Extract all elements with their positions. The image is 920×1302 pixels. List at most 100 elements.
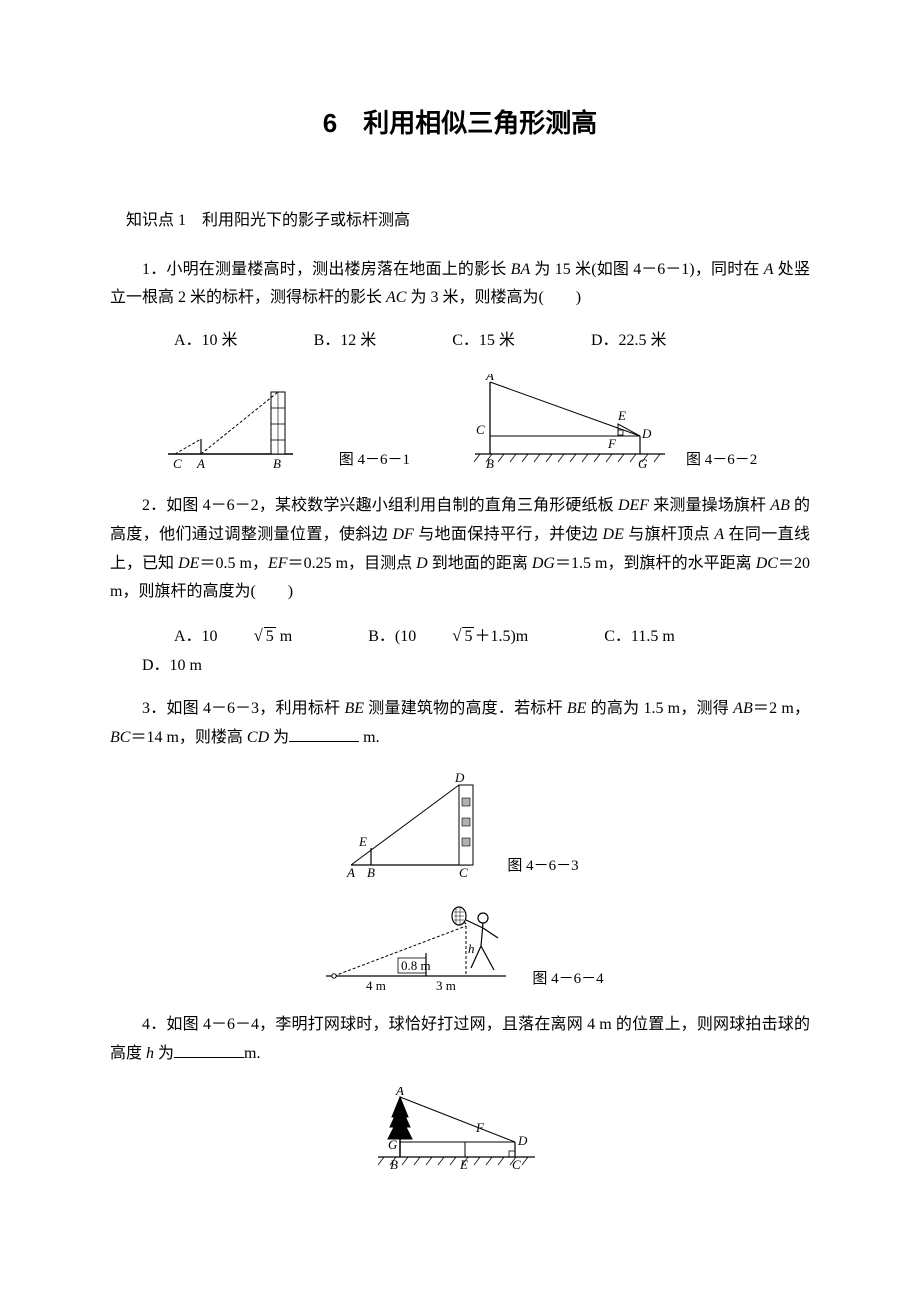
- q3-cd: CD: [247, 729, 269, 746]
- question-4: 4．如图 4－6－4，李明打网球时，球恰好打过网，且落在离网 4 m 的位置上，…: [110, 1011, 810, 1069]
- q2B-pre: B．(10: [368, 628, 420, 645]
- fig5-B: B: [390, 1157, 398, 1172]
- q3-s6: 为: [269, 729, 289, 746]
- q2-dg: DG: [532, 555, 555, 572]
- question-2: 2．如图 4－6－2，某校数学兴趣小组利用自制的直角三角形硬纸板 DEF 来测量…: [110, 492, 810, 607]
- section-label-1: 知识点 1 利用阳光下的影子或标杆测高: [110, 207, 810, 236]
- q1-choice-c: C．15 米: [420, 327, 515, 356]
- figure-4-6-3: A B C D E 图 4－6－3: [341, 770, 578, 880]
- q2-s7: ＝0.5 m，: [199, 555, 268, 572]
- q3-s2: 测量建筑物的高度．若标杆: [364, 700, 567, 717]
- q2-s1: 2．如图 4－6－2，某校数学兴趣小组利用自制的直角三角形硬纸板: [142, 497, 618, 514]
- q3-be: BE: [344, 700, 364, 717]
- fig3-A: A: [346, 865, 355, 880]
- q2-choice-b: B．(10 5＋1.5)m: [336, 621, 528, 652]
- fig5-F: F: [475, 1120, 485, 1135]
- question-1: 1．小明在测量楼高时，测出楼房落在地面上的影长 BA 为 15 米(如图 4－6…: [110, 256, 810, 314]
- q2-df: DF: [393, 526, 414, 543]
- q1-t2: 为 15 米(如图 4－6－1)，同时在: [530, 261, 764, 278]
- sqrt-5-b: 5: [420, 621, 474, 652]
- q1-t1: 1．小明在测量楼高时，测出楼房落在地面上的影长: [142, 261, 511, 278]
- q3-s3: 的高为 1.5 m，测得: [586, 700, 733, 717]
- fig3-C: C: [459, 865, 468, 880]
- q3-s5: ＝14 m，则楼高: [130, 729, 246, 746]
- q2B-rad: 5: [462, 627, 474, 645]
- q2-s10: ＝1.5 m，到旗杆的水平距离: [555, 555, 756, 572]
- figure-4-6-4: 0.8 m h 4 m 3 m 图 4－6－4: [316, 898, 603, 993]
- q2-s8: ＝0.25 m，目测点: [288, 555, 417, 572]
- question-3: 3．如图 4－6－3，利用标杆 BE 测量建筑物的高度．若标杆 BE 的高为 1…: [110, 695, 810, 753]
- page-title: 6 利用相似三角形测高: [110, 100, 810, 147]
- fig1-label-c: C: [173, 456, 182, 471]
- q2-de2: DE: [178, 555, 199, 572]
- q4-blank: [174, 1041, 244, 1058]
- fig2-F: F: [607, 436, 617, 451]
- q2-s4: 与地面保持平行，并使边: [414, 526, 603, 543]
- q2-ab: AB: [770, 497, 790, 514]
- fig1-label-b: B: [273, 456, 281, 471]
- q4-s3: m.: [244, 1045, 260, 1062]
- figcap-4-6-3: 图 4－6－3: [507, 853, 578, 880]
- sqrt-5-a: 5: [222, 621, 276, 652]
- fig5-G: G: [388, 1137, 398, 1152]
- q1-t4: 为 3 米，则楼高为( ): [406, 289, 581, 306]
- q3-be2: BE: [567, 700, 587, 717]
- fig3-B: B: [367, 865, 375, 880]
- q2-s9: 到地面的距离: [428, 555, 532, 572]
- q2-choice-c: C．11.5 m: [572, 623, 675, 652]
- fig5-C: C: [512, 1157, 521, 1172]
- fig4-h: h: [468, 941, 475, 956]
- fig4-3m: 3 m: [436, 978, 456, 993]
- q2-dc: DC: [756, 555, 778, 572]
- q2-A: A: [714, 526, 724, 543]
- fig4-4m: 4 m: [366, 978, 386, 993]
- figcap-4-6-1: 图 4－6－1: [339, 447, 410, 474]
- q1-choice-a: A．10 米: [142, 327, 238, 356]
- fig2-B: B: [486, 456, 494, 471]
- q3-bc: BC: [110, 729, 130, 746]
- figure-row-3: A B C D E 图 4－6－3: [110, 770, 810, 880]
- q4-h: h: [146, 1045, 154, 1062]
- q2-choice-a: A．10 5 m: [142, 621, 292, 652]
- q2B-suf: ＋1.5)m: [474, 628, 528, 645]
- figure-row-4: 0.8 m h 4 m 3 m 图 4－6－4: [110, 898, 810, 993]
- figure-4-6-1: C A B 图 4－6－1: [163, 374, 410, 474]
- figure-4-6-2: A B C D E F G 图 4－6－2: [470, 374, 757, 474]
- figure-row-1: C A B 图 4－6－1: [110, 374, 810, 474]
- q1-ac: AC: [386, 289, 406, 306]
- q2A-suf: m: [276, 628, 292, 645]
- q2A-rad: 5: [264, 627, 276, 645]
- fig2-G: G: [638, 456, 648, 471]
- q4-s2: 为: [154, 1045, 174, 1062]
- figure-row-5: A G B E F D C: [110, 1087, 810, 1177]
- figure-4-6-5: A G B E F D C: [370, 1087, 550, 1177]
- q2-s5: 与旗杆顶点: [624, 526, 715, 543]
- q3-blank: [289, 725, 359, 742]
- q2-def: DEF: [618, 497, 649, 514]
- fig2-D: D: [641, 426, 652, 441]
- fig2-E: E: [617, 408, 626, 423]
- q3-s7: m.: [359, 729, 379, 746]
- fig2-A: A: [485, 374, 494, 383]
- figcap-4-6-2: 图 4－6－2: [686, 447, 757, 474]
- q3-s4: ＝2 m，: [753, 700, 810, 717]
- q2-choices: A．10 5 m B．(10 5＋1.5)m C．11.5 m D．10 m: [110, 621, 810, 681]
- q3-s1: 3．如图 4－6－3，利用标杆: [142, 700, 344, 717]
- q1-choice-d: D．22.5 米: [559, 327, 667, 356]
- q1-ba: BA: [511, 261, 531, 278]
- fig5-E: E: [459, 1157, 468, 1172]
- q2-ef: EF: [268, 555, 288, 572]
- fig1-label-a: A: [196, 456, 205, 471]
- q2-choice-d: D．10 m: [110, 652, 202, 681]
- q2-s2: 来测量操场旗杆: [649, 497, 770, 514]
- fig5-A: A: [395, 1087, 404, 1098]
- q2-D: D: [416, 555, 428, 572]
- fig3-D: D: [454, 770, 465, 785]
- q1-A: A: [764, 261, 774, 278]
- q2-de: DE: [603, 526, 624, 543]
- figcap-4-6-4: 图 4－6－4: [532, 966, 603, 993]
- q2A-pre: A．10: [174, 628, 222, 645]
- fig3-E: E: [358, 834, 367, 849]
- q1-choice-b: B．12 米: [282, 327, 377, 356]
- fig5-D: D: [517, 1133, 528, 1148]
